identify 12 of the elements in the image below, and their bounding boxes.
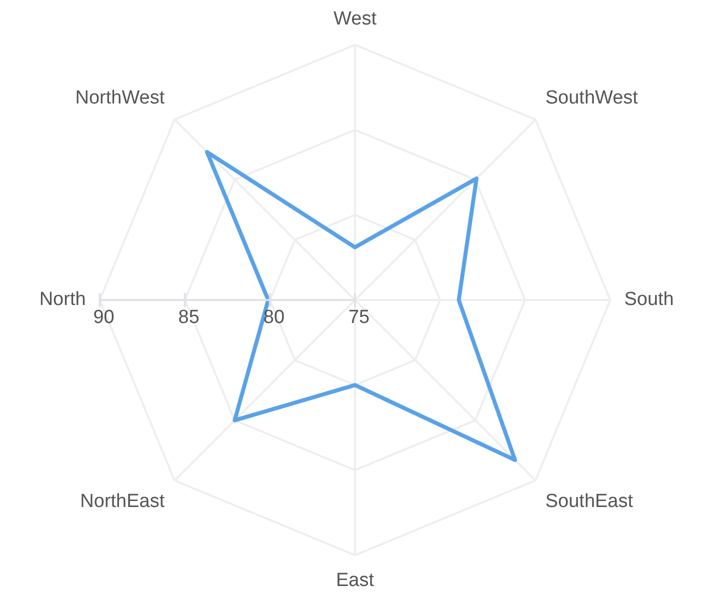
spoke-label: East [336,570,375,591]
y-tick-label: 85 [178,307,200,328]
y-tick-label: 90 [93,307,114,328]
spoke-label: SouthWest [545,87,639,108]
spoke-label: North [39,289,86,310]
spoke-label: South [624,289,674,310]
spoke-label: NorthEast [80,490,166,512]
spoke-label: West [334,8,378,30]
spoke-label: NorthWest [75,87,166,108]
y-tick-label: 80 [263,307,285,328]
spoke-label: SouthEast [545,490,634,512]
y-tick-label: 75 [348,307,370,328]
